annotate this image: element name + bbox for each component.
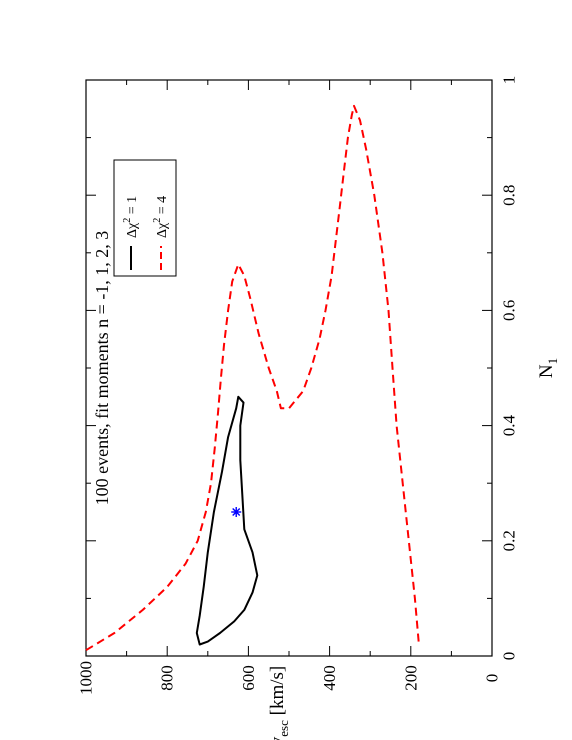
chart-title: 100 events, fit moments n = -1, 1, 2, 3 — [92, 231, 112, 506]
y-tick-label: 400 — [320, 665, 339, 691]
ticks — [85, 79, 493, 657]
best-fit-marker — [231, 507, 242, 517]
x-tick-label: 0 — [500, 652, 519, 661]
x-tick-label: 0.4 — [500, 414, 519, 436]
series-layer — [85, 104, 420, 652]
legend-label-suffix: = 4 — [155, 196, 170, 218]
y-tick-label: 600 — [239, 665, 258, 691]
y-tick-label: 1000 — [77, 661, 96, 695]
y-axis-label-sub: esc — [276, 720, 291, 737]
y-tick-label: 0 — [483, 674, 502, 683]
y-axis-label-unit: [km/s] — [267, 666, 288, 720]
legend-label: Δχ2 = 1 — [122, 196, 140, 238]
best-fit-marker-stroke — [232, 507, 241, 517]
y-axis-label-main: v — [267, 736, 288, 740]
legend-label: Δχ2 = 4 — [152, 196, 170, 238]
y-tick-label: 200 — [401, 665, 420, 691]
legend-label-sup: 2 — [152, 218, 163, 223]
legend-box — [113, 159, 177, 277]
y-tick-label: 800 — [158, 665, 177, 691]
x-tick-label: 0.2 — [500, 530, 519, 551]
legend-label-main: Δχ — [125, 222, 140, 238]
x-axis-label-sub: 1 — [545, 358, 560, 365]
x-tick-label: 1 — [500, 76, 519, 85]
legend-label-main: Δχ — [155, 222, 170, 238]
x-tick-label: 0.6 — [500, 300, 519, 321]
x-axis-label-main: N — [536, 364, 557, 378]
delta-chi2-1-contour — [195, 395, 259, 646]
x-tick-label: 0.8 — [500, 185, 519, 206]
labels: 00.20.40.60.8102004006008001000N1vesc [k… — [77, 76, 561, 740]
x-axis-label: N1 — [536, 358, 560, 378]
legend-label-suffix: = 1 — [125, 196, 140, 218]
legend-label-sup: 2 — [122, 218, 133, 223]
delta-chi2-4-contour — [85, 104, 420, 652]
y-axis-label: vesc [km/s] — [267, 666, 291, 740]
